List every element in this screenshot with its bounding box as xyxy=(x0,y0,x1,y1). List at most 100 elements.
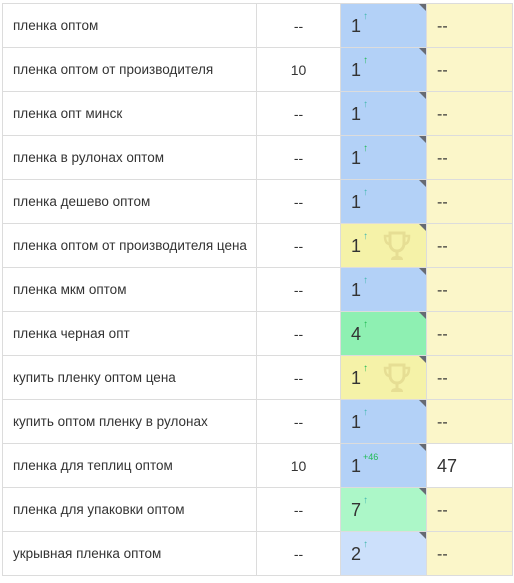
competitor-value: -- xyxy=(437,62,448,79)
competitor-value: -- xyxy=(437,326,448,343)
table-row[interactable]: укрывная пленка оптом -- 2 ↑ -- xyxy=(2,531,513,576)
position-value: 1 xyxy=(351,104,362,124)
competitor-cell: -- xyxy=(426,47,513,92)
keyword-phrase: пленка оптом xyxy=(2,3,257,48)
keyword-phrase: пленка оптом от производителя xyxy=(2,47,257,92)
table-row[interactable]: пленка оптом -- 1 ↑ -- xyxy=(2,3,513,48)
arrow-up-icon: ↑ xyxy=(363,275,368,286)
arrow-up-icon: ↑ xyxy=(363,187,368,198)
corner-marker-icon xyxy=(419,312,426,319)
keyword-phrase: пленка дешево оптом xyxy=(2,179,257,224)
table-row[interactable]: пленка дешево оптом -- 1 ↑ -- xyxy=(2,179,513,224)
table-row[interactable]: пленка опт минск -- 1 ↑ -- xyxy=(2,91,513,136)
competitor-cell: -- xyxy=(426,399,513,444)
position-cell[interactable]: 1 ↑ xyxy=(340,399,427,444)
arrow-up-icon: ↑ xyxy=(363,495,368,506)
arrow-up-icon: ↑ xyxy=(363,143,368,154)
competitor-cell: -- xyxy=(426,531,513,576)
table-row[interactable]: пленка в рулонах оптом -- 1 ↑ -- xyxy=(2,135,513,180)
competitor-value: -- xyxy=(437,414,448,431)
position-cell[interactable]: 4 ↑ xyxy=(340,311,427,356)
corner-marker-icon xyxy=(419,488,426,495)
position-cell[interactable]: 1 ↑ xyxy=(340,47,427,92)
table-row[interactable]: пленка черная опт -- 4 ↑ -- xyxy=(2,311,513,356)
competitor-cell: -- xyxy=(426,355,513,400)
competitor-value: -- xyxy=(437,370,448,387)
position-value: 1 xyxy=(351,368,362,388)
keyword-phrase: пленка в рулонах оптом xyxy=(2,135,257,180)
position-cell[interactable]: 7 ↑ xyxy=(340,487,427,532)
frequency-value: -- xyxy=(256,355,341,400)
table-row[interactable]: купить оптом пленку в рулонах -- 1 ↑ -- xyxy=(2,399,513,444)
table-row[interactable]: пленка для теплиц оптом 10 1 +46 47 xyxy=(2,443,513,488)
frequency-value: -- xyxy=(256,311,341,356)
competitor-value: -- xyxy=(437,238,448,255)
frequency-value: -- xyxy=(256,487,341,532)
position-value: 1 xyxy=(351,236,362,256)
competitor-cell: -- xyxy=(426,487,513,532)
competitor-cell: -- xyxy=(426,3,513,48)
frequency-value: -- xyxy=(256,531,341,576)
corner-marker-icon xyxy=(419,180,426,187)
position-cell[interactable]: 1 ↑ xyxy=(340,135,427,180)
position-value: 4 xyxy=(351,324,362,344)
frequency-value: -- xyxy=(256,135,341,180)
trophy-icon xyxy=(381,229,413,263)
arrow-up-icon: ↑ xyxy=(363,231,368,242)
position-cell[interactable]: 1 ↑ xyxy=(340,355,427,400)
position-cell[interactable]: 1 +46 xyxy=(340,443,427,488)
corner-marker-icon xyxy=(419,4,426,11)
keyword-phrase: пленка оптом от производителя цена xyxy=(2,223,257,268)
competitor-value: -- xyxy=(437,194,448,211)
competitor-value: -- xyxy=(437,18,448,35)
keyword-phrase: купить пленку оптом цена xyxy=(2,355,257,400)
corner-marker-icon xyxy=(419,268,426,275)
frequency-value: -- xyxy=(256,267,341,312)
position-value: 1 xyxy=(351,60,362,80)
corner-marker-icon xyxy=(419,48,426,55)
corner-marker-icon xyxy=(419,444,426,451)
position-value: 1 xyxy=(351,148,362,168)
frequency-value: -- xyxy=(256,179,341,224)
keyword-phrase: укрывная пленка оптом xyxy=(2,531,257,576)
arrow-up-icon: ↑ xyxy=(363,99,368,110)
frequency-value: -- xyxy=(256,399,341,444)
frequency-value: 10 xyxy=(256,443,341,488)
corner-marker-icon xyxy=(419,136,426,143)
competitor-value: -- xyxy=(437,150,448,167)
keyword-positions-table: пленка оптом -- 1 ↑ -- пленка оптом от произв… xyxy=(2,3,513,576)
position-cell[interactable]: 1 ↑ xyxy=(340,179,427,224)
position-cell[interactable]: 1 ↑ xyxy=(340,267,427,312)
keyword-phrase: пленка для теплиц оптом xyxy=(2,443,257,488)
competitor-cell: -- xyxy=(426,135,513,180)
position-value: 1 xyxy=(351,192,362,212)
competitor-cell: 47 xyxy=(426,443,513,488)
position-cell[interactable]: 1 ↑ xyxy=(340,3,427,48)
keyword-phrase: купить оптом пленку в рулонах xyxy=(2,399,257,444)
competitor-value: 47 xyxy=(437,456,458,476)
position-cell[interactable]: 1 ↑ xyxy=(340,91,427,136)
keyword-phrase: пленка для упаковки оптом xyxy=(2,487,257,532)
competitor-value: -- xyxy=(437,282,448,299)
competitor-cell: -- xyxy=(426,179,513,224)
competitor-value: -- xyxy=(437,106,448,123)
position-cell[interactable]: 1 ↑ xyxy=(340,223,427,268)
position-cell[interactable]: 2 ↑ xyxy=(340,531,427,576)
arrow-up-icon: ↑ xyxy=(363,539,368,550)
position-value: 1 xyxy=(351,412,362,432)
table-row[interactable]: пленка мкм оптом -- 1 ↑ -- xyxy=(2,267,513,312)
frequency-value: -- xyxy=(256,223,341,268)
table-row[interactable]: пленка оптом от производителя цена -- 1 ↑ -- xyxy=(2,223,513,268)
table-row[interactable]: пленка оптом от производителя 10 1 ↑ -- xyxy=(2,47,513,92)
position-value: 1 xyxy=(351,16,362,36)
competitor-cell: -- xyxy=(426,311,513,356)
position-value: 1 xyxy=(351,280,362,300)
keyword-phrase: пленка черная опт xyxy=(2,311,257,356)
position-value: 2 xyxy=(351,544,362,564)
position-value: 1 xyxy=(351,456,362,476)
arrow-up-icon: ↑ xyxy=(363,55,368,66)
competitor-cell: -- xyxy=(426,267,513,312)
table-row[interactable]: купить пленку оптом цена -- 1 ↑ -- xyxy=(2,355,513,400)
arrow-up-icon: ↑ xyxy=(363,407,368,418)
table-row[interactable]: пленка для упаковки оптом -- 7 ↑ -- xyxy=(2,487,513,532)
